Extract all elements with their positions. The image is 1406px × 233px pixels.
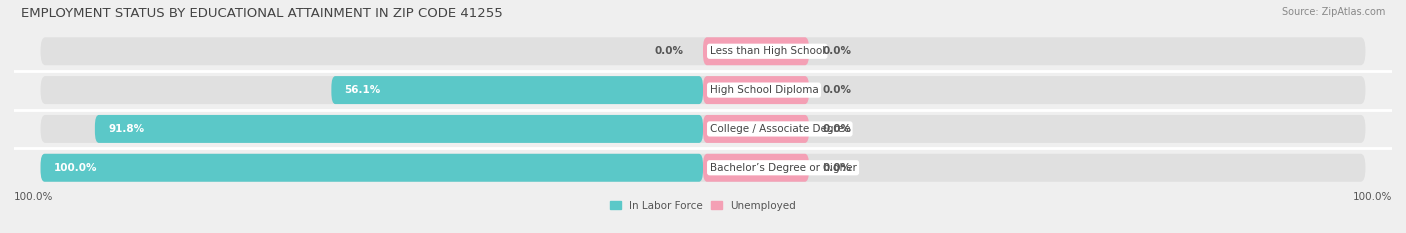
- FancyBboxPatch shape: [41, 115, 1365, 143]
- FancyBboxPatch shape: [41, 154, 703, 182]
- Text: 100.0%: 100.0%: [53, 163, 97, 173]
- Text: 100.0%: 100.0%: [14, 192, 53, 202]
- Text: EMPLOYMENT STATUS BY EDUCATIONAL ATTAINMENT IN ZIP CODE 41255: EMPLOYMENT STATUS BY EDUCATIONAL ATTAINM…: [21, 7, 503, 20]
- Text: Bachelor’s Degree or higher: Bachelor’s Degree or higher: [710, 163, 856, 173]
- FancyBboxPatch shape: [94, 115, 703, 143]
- Text: 100.0%: 100.0%: [1353, 192, 1392, 202]
- Text: 56.1%: 56.1%: [344, 85, 381, 95]
- FancyBboxPatch shape: [703, 76, 808, 104]
- FancyBboxPatch shape: [332, 76, 703, 104]
- Text: Source: ZipAtlas.com: Source: ZipAtlas.com: [1281, 7, 1385, 17]
- Text: Less than High School: Less than High School: [710, 46, 825, 56]
- FancyBboxPatch shape: [703, 37, 808, 65]
- FancyBboxPatch shape: [703, 154, 808, 182]
- Text: 0.0%: 0.0%: [823, 163, 851, 173]
- FancyBboxPatch shape: [41, 37, 1365, 65]
- Text: 0.0%: 0.0%: [823, 124, 851, 134]
- FancyBboxPatch shape: [703, 115, 808, 143]
- Text: College / Associate Degree: College / Associate Degree: [710, 124, 851, 134]
- FancyBboxPatch shape: [41, 154, 1365, 182]
- Text: 0.0%: 0.0%: [823, 46, 851, 56]
- Text: 0.0%: 0.0%: [654, 46, 683, 56]
- Text: 0.0%: 0.0%: [823, 85, 851, 95]
- Text: High School Diploma: High School Diploma: [710, 85, 818, 95]
- Legend: In Labor Force, Unemployed: In Labor Force, Unemployed: [606, 197, 800, 215]
- Text: 91.8%: 91.8%: [108, 124, 145, 134]
- FancyBboxPatch shape: [41, 76, 1365, 104]
